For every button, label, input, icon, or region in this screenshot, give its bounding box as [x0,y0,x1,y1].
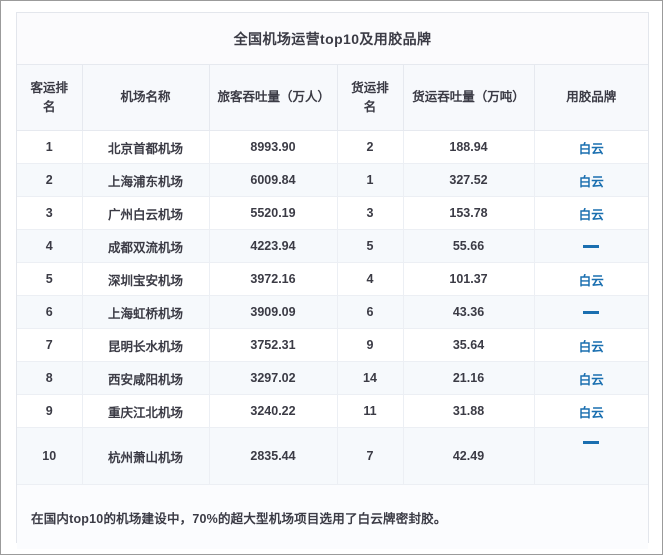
cell-cargo-volume: 188.94 [403,130,535,164]
column-header-pax-rank: 客运排名 [17,64,83,131]
brand-label: 白云 [578,141,604,156]
cell-cargo-rank: 3 [337,196,404,230]
cell-pax-rank: 7 [17,328,83,362]
cell-pax-rank: 10 [17,427,83,485]
table-row: 3 广州白云机场 5520.19 3 153.78 白云 [17,196,649,230]
cell-cargo-rank: 14 [337,361,404,395]
table-row: 8 西安咸阳机场 3297.02 14 21.16 白云 [17,361,649,395]
table-row: 6 上海虹桥机场 3909.09 6 43.36 [17,295,649,329]
column-header-airport-name: 机场名称 [82,64,210,131]
cell-cargo-rank: 7 [337,427,404,485]
cell-airport-name: 深圳宝安机场 [82,262,210,296]
footer-note: 在国内top10的机场建设中，70%的超大型机场项目选用了白云牌密封胶。 [17,484,649,549]
table-header-row: 客运排名 机场名称 旅客吞吐量（万人） 货运排名 货运吞吐量（万吨） 用胶品牌 [17,64,649,131]
cell-pax-volume: 3909.09 [209,295,338,329]
column-header-pax-volume: 旅客吞吐量（万人） [209,64,338,131]
cell-cargo-rank: 2 [337,130,404,164]
brand-label: 白云 [578,273,604,288]
cell-cargo-rank: 4 [337,262,404,296]
cell-brand [534,229,649,263]
airport-ranking-table: 全国机场运营top10及用胶品牌 客运排名 机场名称 旅客吞吐量（万人） 货运排名 货运吞… [17,13,649,549]
cell-cargo-volume: 31.88 [403,394,535,428]
cell-airport-name: 北京首都机场 [82,130,210,164]
column-header-cargo-rank: 货运排名 [337,64,404,131]
cell-cargo-rank: 1 [337,163,404,197]
table-row: 5 深圳宝安机场 3972.16 4 101.37 白云 [17,262,649,296]
airport-table-card: 全国机场运营top10及用胶品牌 客运排名 机场名称 旅客吞吐量（万人） 货运排名 货运吞… [16,12,649,549]
table-row: 2 上海浦东机场 6009.84 1 327.52 白云 [17,163,649,197]
brand-label: 白云 [578,174,604,189]
cell-cargo-volume: 35.64 [403,328,535,362]
title-row: 全国机场运营top10及用胶品牌 [17,13,649,65]
column-header-brand: 用胶品牌 [534,64,649,131]
cell-brand: 白云 [534,394,649,428]
cell-airport-name: 西安咸阳机场 [82,361,210,395]
cell-cargo-volume: 327.52 [403,163,535,197]
table-row: 4 成都双流机场 4223.94 5 55.66 [17,229,649,263]
brand-label: 白云 [578,339,604,354]
dash-icon [583,245,600,249]
cell-pax-volume: 3297.02 [209,361,338,395]
cell-pax-rank: 9 [17,394,83,428]
cell-cargo-volume: 42.49 [403,427,535,485]
cell-pax-rank: 8 [17,361,83,395]
cell-pax-volume: 3752.31 [209,328,338,362]
cell-pax-rank: 6 [17,295,83,329]
brand-label: 白云 [578,207,604,222]
cell-pax-rank: 3 [17,196,83,230]
cell-airport-name: 广州白云机场 [82,196,210,230]
cell-cargo-volume: 101.37 [403,262,535,296]
cell-airport-name: 重庆江北机场 [82,394,210,428]
cell-airport-name: 杭州萧山机场 [82,427,210,485]
cell-pax-volume: 3972.16 [209,262,338,296]
cell-brand: 白云 [534,130,649,164]
cell-airport-name: 昆明长水机场 [82,328,210,362]
cell-pax-rank: 4 [17,229,83,263]
cell-pax-volume: 2835.44 [209,427,338,485]
cell-pax-rank: 2 [17,163,83,197]
cell-brand: 白云 [534,196,649,230]
cell-pax-volume: 4223.94 [209,229,338,263]
table-title: 全国机场运营top10及用胶品牌 [17,13,649,65]
footer-row: 在国内top10的机场建设中，70%的超大型机场项目选用了白云牌密封胶。 [17,484,649,549]
cell-pax-volume: 3240.22 [209,394,338,428]
cell-cargo-volume: 153.78 [403,196,535,230]
table-row: 9 重庆江北机场 3240.22 11 31.88 白云 [17,394,649,428]
cell-cargo-rank: 5 [337,229,404,263]
brand-label: 白云 [578,405,604,420]
dash-icon [583,311,600,315]
cell-brand: 白云 [534,163,649,197]
brand-label: 白云 [578,372,604,387]
cell-brand: 白云 [534,361,649,395]
cell-pax-volume: 6009.84 [209,163,338,197]
cell-brand: 白云 [534,328,649,362]
table-row: 1 北京首都机场 8993.90 2 188.94 白云 [17,130,649,164]
cell-pax-volume: 5520.19 [209,196,338,230]
cell-airport-name: 上海虹桥机场 [82,295,210,329]
cell-brand: 白云 [534,262,649,296]
cell-pax-rank: 1 [17,130,83,164]
cell-brand [534,427,649,485]
cell-airport-name: 成都双流机场 [82,229,210,263]
cell-pax-rank: 5 [17,262,83,296]
table-row: 10 杭州萧山机场 2835.44 7 42.49 [17,427,649,485]
cell-cargo-rank: 9 [337,328,404,362]
cell-cargo-volume: 43.36 [403,295,535,329]
cell-brand [534,295,649,329]
cell-cargo-volume: 21.16 [403,361,535,395]
cell-airport-name: 上海浦东机场 [82,163,210,197]
cell-pax-volume: 8993.90 [209,130,338,164]
table-row: 7 昆明长水机场 3752.31 9 35.64 白云 [17,328,649,362]
column-header-cargo-volume: 货运吞吐量（万吨） [403,64,535,131]
dash-icon [583,441,600,445]
cell-cargo-rank: 11 [337,394,404,428]
cell-cargo-volume: 55.66 [403,229,535,263]
cell-cargo-rank: 6 [337,295,404,329]
